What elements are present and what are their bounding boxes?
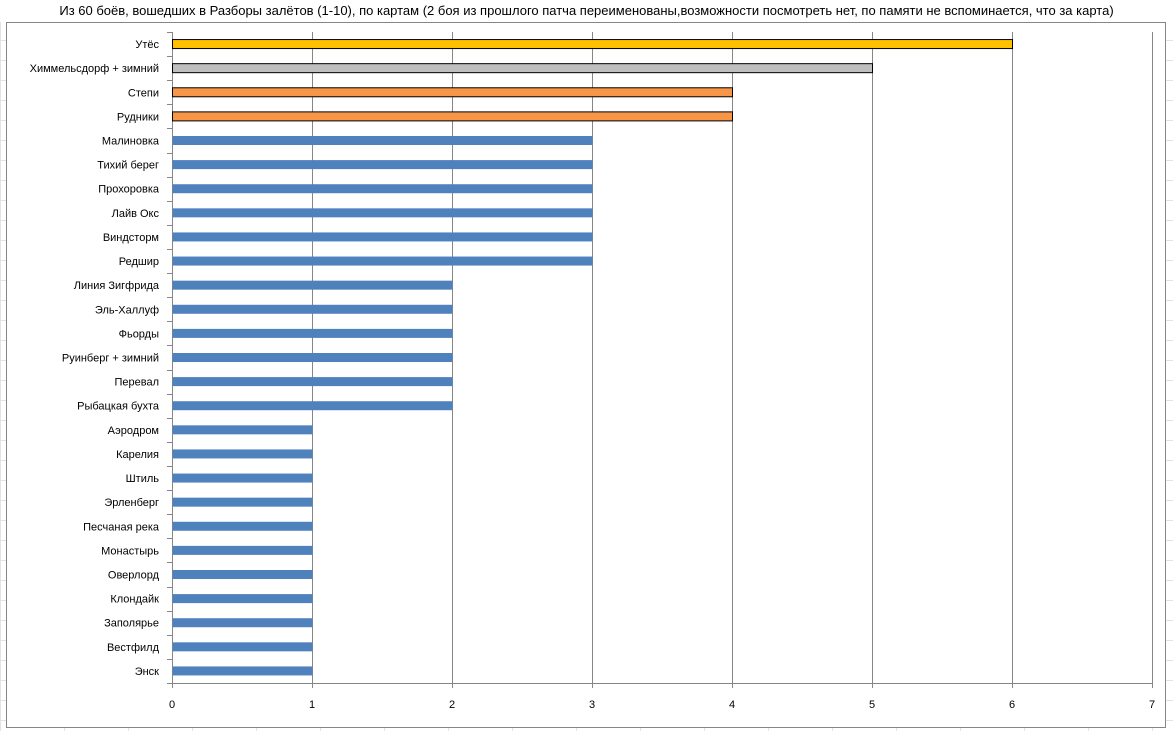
y-tick-label: Фьорды: [119, 328, 159, 340]
y-tick-label: Монастырь: [101, 545, 159, 557]
y-tick-label: Эрленберг: [104, 497, 159, 509]
y-tick-label: Карелия: [116, 449, 159, 461]
y-tick-label: Прохоровка: [98, 184, 160, 196]
bar: [172, 39, 1013, 50]
y-tick-label: Перевал: [114, 377, 159, 389]
bar: [172, 280, 453, 290]
bar: [172, 63, 873, 74]
chart-title: Из 60 боёв, вошедших в Разборы залётов (…: [0, 0, 1173, 22]
bar: [172, 184, 593, 194]
bar: [172, 160, 593, 170]
y-tick-label: Виндсторм: [103, 232, 159, 244]
x-tick-label: 5: [869, 699, 875, 711]
x-tick-label: 2: [449, 699, 455, 711]
bar: [172, 377, 453, 387]
y-tick-label: Тихий берег: [97, 160, 159, 172]
y-tick-label: Малиновка: [102, 136, 160, 148]
x-tick-label: 1: [309, 699, 315, 711]
y-tick-label: Эль-Халлуф: [95, 304, 159, 316]
x-tick-label: 4: [729, 699, 735, 711]
y-tick-label: Штиль: [126, 473, 160, 485]
y-tick-label: Рудники: [117, 111, 159, 123]
bar: [172, 425, 313, 435]
x-tick-label: 3: [589, 699, 595, 711]
y-tick-label: Степи: [128, 87, 159, 99]
y-tick-label: Клондайк: [110, 594, 159, 606]
y-tick-label: Лайв Окс: [112, 208, 160, 220]
x-tick-label: 0: [169, 699, 175, 711]
y-tick-label: Руинберг + зимний: [62, 353, 159, 365]
bar: [172, 497, 313, 507]
bar: [172, 594, 313, 604]
bar: [172, 449, 313, 459]
y-tick-label: Оверлорд: [108, 570, 160, 582]
y-tick-label: Рыбацкая бухта: [77, 401, 160, 413]
y-tick-label: Вестфилд: [107, 642, 160, 654]
bar: [172, 111, 733, 122]
bar: [172, 304, 453, 314]
bar: [172, 521, 313, 531]
x-tick-label: 7: [1149, 699, 1155, 711]
bar: [172, 353, 453, 362]
y-tick-label: Аэродром: [108, 425, 159, 437]
y-tick-label: Заполярье: [104, 618, 159, 630]
y-tick-label: Линия Зигфрида: [74, 280, 160, 292]
y-tick-label: Энск: [135, 666, 159, 678]
bar: [172, 232, 593, 242]
x-tick-label: 6: [1009, 699, 1015, 711]
bar: [172, 208, 593, 218]
bar: [172, 401, 453, 411]
bar: [172, 328, 453, 338]
bar: [172, 136, 593, 145]
y-tick-label: Редшир: [119, 256, 159, 268]
bar: [172, 545, 313, 555]
y-tick-label: Песчаная река: [83, 521, 160, 533]
bar: [172, 87, 733, 98]
bar: [172, 642, 313, 652]
y-tick-label: Утёс: [135, 39, 159, 51]
bar: [172, 618, 313, 628]
bar: [172, 570, 313, 579]
y-tick-label: Химмельсдорф + зимний: [30, 63, 159, 75]
bar: [172, 256, 593, 266]
bar: [172, 666, 313, 676]
bar: [172, 473, 313, 483]
